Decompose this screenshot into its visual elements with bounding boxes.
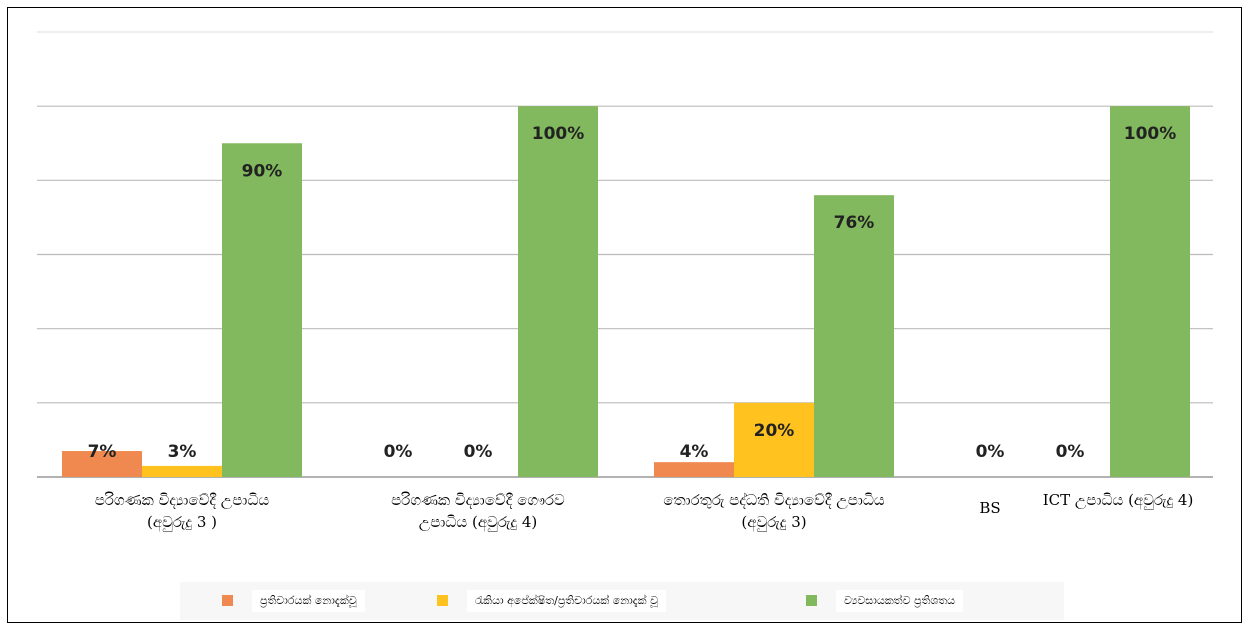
data-label: 0% [1056,442,1085,462]
data-label: 7% [88,442,117,462]
data-label: 90% [242,161,283,181]
data-label: 100% [532,124,585,144]
legend-swatch [222,595,233,606]
x-tick-label: පරිගණක විද්‍යාවේදී ගෞරව උපාධිය (අවුරුදු … [391,491,565,531]
bar [142,465,222,477]
frame [7,7,1242,623]
data-label: 0% [976,442,1005,462]
legend-label: ප්‍රතිචාරයක් නොදැක්වූ [252,590,365,612]
data-label: 20% [754,421,795,441]
legend-label: රැකියා අපේක්ෂිත/ප්‍රතිචාරයක් නොදැක් වූ [467,590,666,612]
x-tick-label: පරිගණක විද්‍යාවේදී උපාධිය (අවුරුදු 3 ) [94,491,270,531]
data-label: 0% [464,442,493,462]
legend-swatch [437,595,448,606]
data-label: 76% [834,213,875,233]
x-tick-label-overlay: ICT උපාධිය (අවුරුදු 4) [1018,489,1218,511]
bar [62,451,142,477]
bar [814,195,894,477]
data-label: 3% [168,442,197,462]
data-label: 100% [1124,124,1177,144]
bar [1110,106,1190,478]
bar [734,402,814,477]
bar [518,106,598,478]
bar [654,462,734,477]
data-label: 0% [384,442,413,462]
data-label: 4% [680,442,709,462]
legend-swatch [806,595,817,606]
bar [222,143,302,477]
x-tick-label: තොරතුරු පද්ධති විද්‍යාවේදී උපාධිය (අවුරු… [663,491,885,531]
legend-label: ව්‍යවසායකත්ව ප්‍රතිශතය [836,590,964,612]
x-tick-label: BS [979,499,1001,517]
